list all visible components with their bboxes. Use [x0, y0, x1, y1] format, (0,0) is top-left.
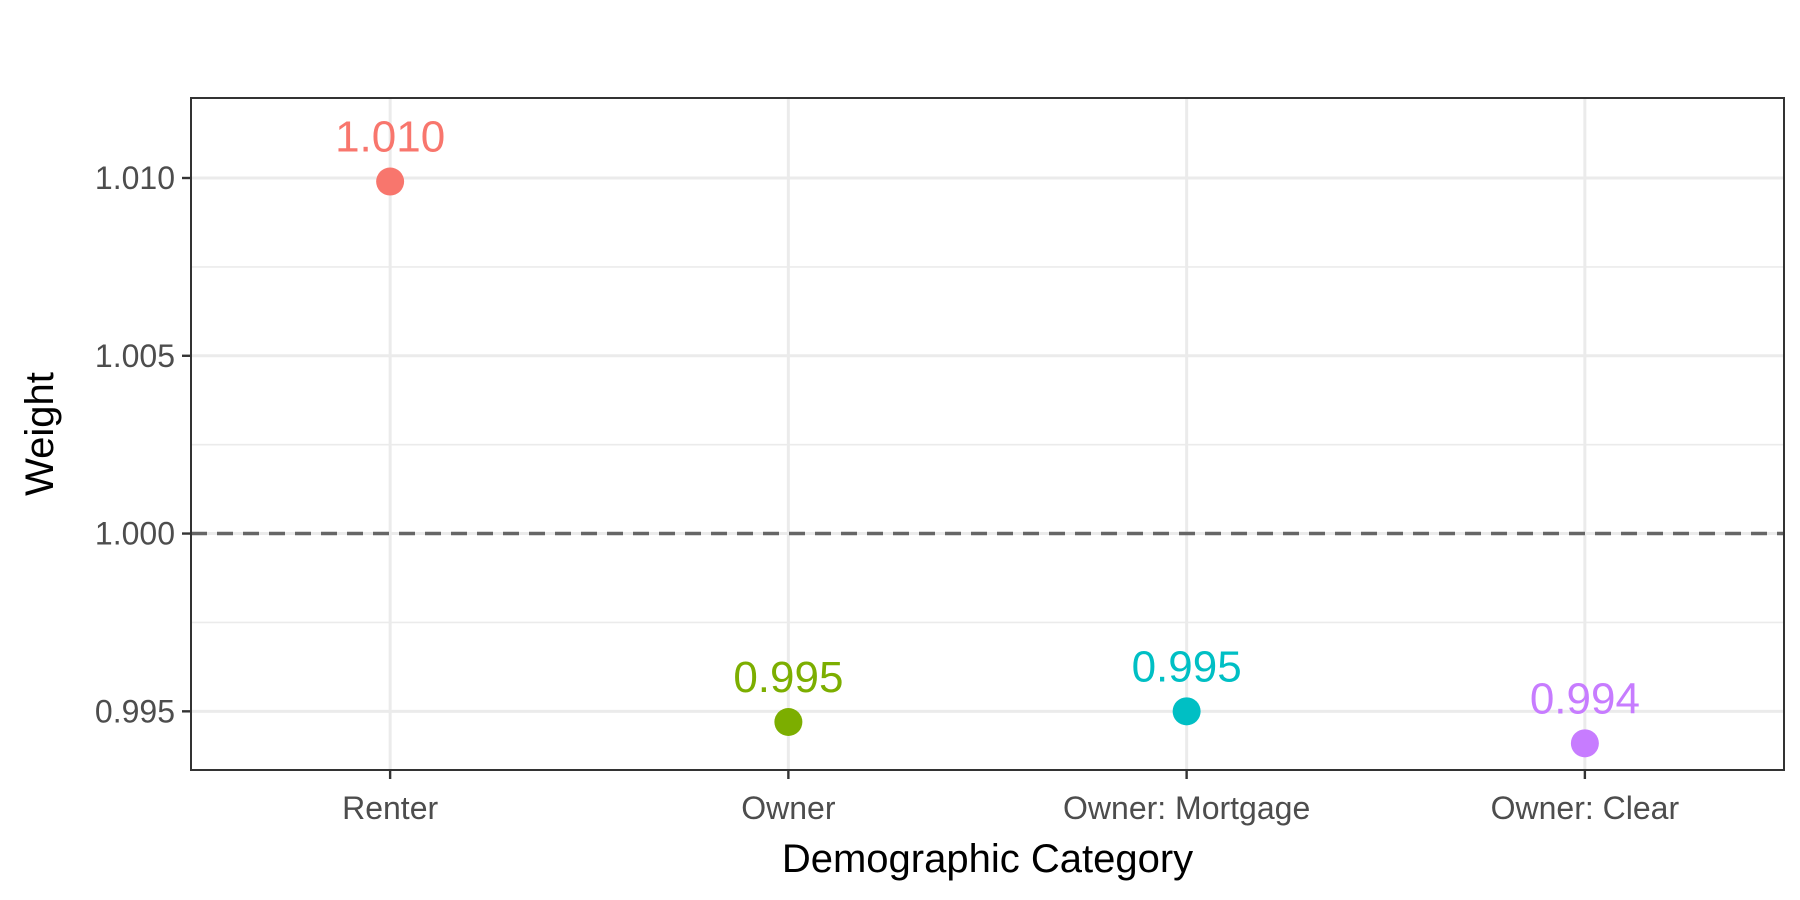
data-label: 1.010 [335, 113, 445, 162]
y-tick-label: 1.005 [95, 338, 175, 374]
plot-panel-border [190, 97, 1785, 771]
data-point [774, 708, 803, 736]
data-label: 0.994 [1530, 674, 1640, 723]
data-labels: 1.010 0.995 0.995 0.994 [335, 113, 1640, 724]
x-tick-label: Owner: Clear [1491, 790, 1680, 826]
data-points [376, 167, 1599, 758]
axes: 0.995 1.000 1.005 1.010 Renter Owner Owner: Mo… [95, 160, 1680, 826]
y-tick-label: 1.000 [95, 516, 175, 552]
x-tick-label: Renter [342, 790, 438, 826]
data-label: 0.995 [1132, 642, 1242, 691]
y-tick-label: 0.995 [95, 693, 175, 729]
grid-lines [191, 98, 1784, 770]
y-tick-label: 1.010 [95, 160, 175, 196]
x-tick-label: Owner [741, 790, 836, 826]
x-tick-label: Owner: Mortgage [1063, 790, 1310, 826]
data-point [1172, 697, 1201, 726]
data-point [1570, 729, 1599, 758]
x-axis-title: Demographic Category [782, 837, 1193, 881]
data-point [376, 167, 405, 196]
y-axis-title: Weight [18, 372, 62, 496]
data-label: 0.995 [733, 653, 843, 702]
